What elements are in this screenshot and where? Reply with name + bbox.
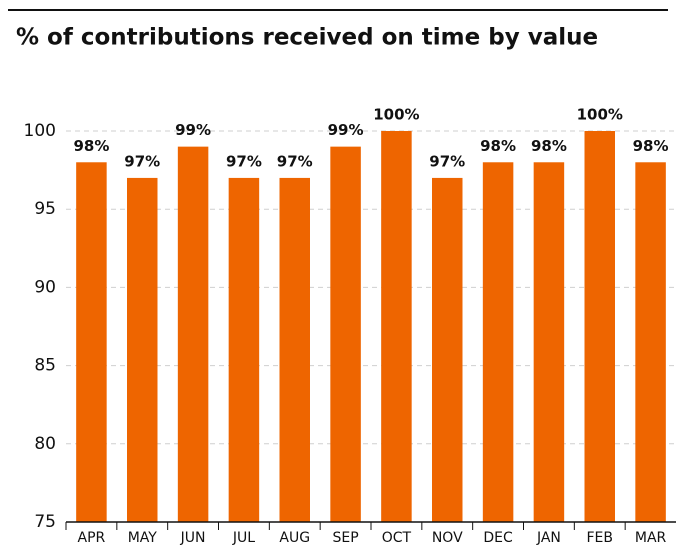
y-tick-label: 90: [34, 277, 56, 297]
bar: [76, 162, 107, 522]
bar: [228, 177, 260, 523]
x-tick-label: DEC: [483, 530, 513, 546]
x-tick-label: NOV: [432, 530, 463, 546]
bar: [584, 131, 615, 522]
bar: [381, 131, 412, 522]
value-label: 97%: [429, 152, 465, 170]
chart-title: % of contributions received on time by v…: [16, 25, 598, 51]
x-tick-label: MAR: [635, 530, 667, 546]
x-tick-label: JUN: [180, 530, 206, 546]
bar: [279, 177, 310, 523]
x-tick-label: JAN: [536, 530, 561, 546]
y-tick-label: 100: [24, 121, 56, 141]
x-tick-label: JUL: [232, 530, 255, 546]
x-tick-label: FEB: [586, 530, 613, 546]
value-label: 98%: [480, 137, 516, 155]
x-tick-label: MAY: [128, 530, 158, 546]
value-label: 99%: [175, 121, 211, 139]
value-label: 98%: [73, 137, 109, 155]
value-label: 98%: [633, 137, 669, 155]
bar: [330, 146, 361, 522]
x-tick-label: OCT: [382, 530, 412, 546]
bar: [533, 162, 565, 522]
y-tick-label: 80: [34, 434, 56, 454]
bar: [177, 146, 209, 522]
value-label: 100%: [577, 106, 623, 124]
value-label: 97%: [277, 152, 313, 170]
value-label: 98%: [531, 137, 567, 155]
value-label: 97%: [124, 152, 160, 170]
y-tick-label: 85: [34, 356, 56, 376]
bar: [127, 177, 158, 523]
y-tick-label: 95: [34, 199, 56, 219]
y-tick-label: 75: [34, 512, 56, 532]
bar: [635, 162, 666, 522]
value-label: 100%: [373, 106, 419, 124]
bar: [482, 162, 514, 522]
x-tick-label: AUG: [279, 530, 310, 546]
value-label: 99%: [328, 121, 364, 139]
value-label: 97%: [226, 152, 262, 170]
bar: [432, 177, 463, 523]
x-tick-label: APR: [78, 530, 106, 546]
x-tick-label: SEP: [332, 530, 358, 546]
